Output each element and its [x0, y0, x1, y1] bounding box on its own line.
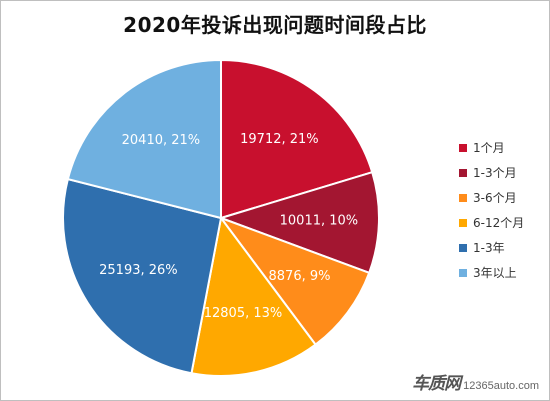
pie-slice [190, 215, 317, 377]
pie-slice [217, 170, 380, 275]
slice-data-label: 12805, 13% [204, 306, 283, 321]
legend-item: 1个月 [459, 135, 547, 160]
legend-item: 6-12个月 [459, 210, 547, 235]
legend-swatch [459, 143, 467, 152]
legend-item: 3年以上 [459, 260, 547, 285]
pie-slice [218, 215, 371, 346]
pie-slice [220, 58, 374, 220]
slice-data-label: 20410, 21% [122, 133, 201, 148]
legend-swatch [459, 243, 467, 252]
chart-title: 2020年投诉出现问题时间段占比 [123, 13, 427, 37]
legend-label: 1-3个月 [473, 166, 517, 180]
legend-label: 1个月 [473, 141, 505, 155]
slice-data-label: 8876, 9% [269, 269, 331, 284]
watermark-logo: 车质网 12365auto.com [412, 369, 539, 394]
chart-legend: 1个月 1-3个月 3-6个月 6-12个月 1-3年 3年以上 [459, 135, 547, 285]
legend-label: 3-6个月 [473, 191, 517, 205]
legend-item: 3-6个月 [459, 185, 547, 210]
pie-slice [66, 58, 222, 220]
legend-label: 6-12个月 [473, 216, 525, 230]
legend-label: 1-3年 [473, 241, 505, 255]
slice-data-label: 25193, 26% [99, 263, 178, 278]
legend-swatch [459, 218, 467, 227]
legend-swatch [459, 193, 467, 202]
legend-swatch [459, 168, 467, 177]
legend-item: 1-3个月 [459, 160, 547, 185]
legend-item: 1-3年 [459, 235, 547, 260]
slice-data-label: 10011, 10% [280, 214, 359, 229]
legend-swatch [459, 268, 467, 277]
watermark-brand: 车质网 [412, 374, 461, 393]
watermark-url: 12365auto.com [463, 380, 539, 392]
legend-label: 3年以上 [473, 266, 517, 280]
slice-data-label: 19712, 21% [240, 132, 319, 147]
pie-slice [62, 177, 223, 375]
